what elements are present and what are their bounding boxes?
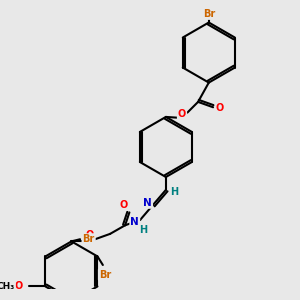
Text: H: H — [139, 225, 147, 235]
Text: Br: Br — [99, 270, 111, 280]
Text: N: N — [143, 198, 152, 208]
Text: Br: Br — [203, 9, 215, 19]
Text: H: H — [170, 187, 178, 197]
Text: O: O — [85, 230, 94, 240]
Text: CH₃: CH₃ — [0, 282, 15, 291]
Text: N: N — [130, 217, 139, 227]
Text: O: O — [120, 200, 128, 210]
Text: Br: Br — [82, 234, 95, 244]
Text: O: O — [178, 109, 186, 119]
Text: O: O — [14, 281, 23, 291]
Text: O: O — [215, 103, 224, 113]
